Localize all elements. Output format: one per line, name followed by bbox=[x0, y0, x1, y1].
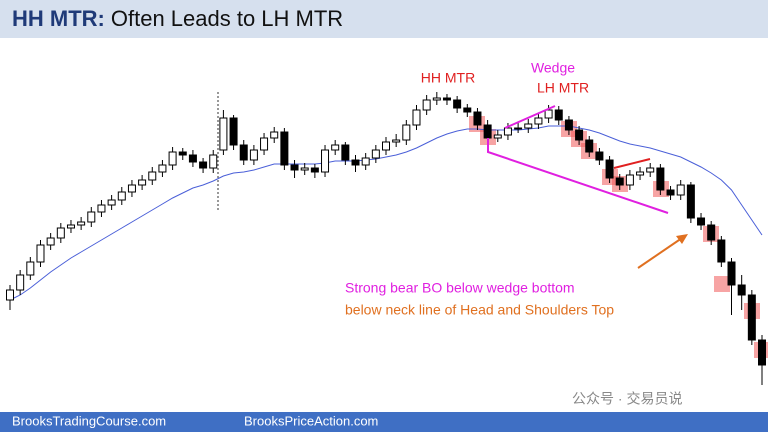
candle-body bbox=[239, 144, 248, 161]
candle-body bbox=[727, 261, 736, 286]
arrow-head bbox=[676, 234, 688, 244]
candle-body bbox=[280, 131, 289, 166]
candle-body bbox=[595, 151, 604, 161]
wedge-label: Wedge bbox=[531, 60, 575, 76]
candle-body bbox=[87, 211, 96, 223]
lh-line bbox=[613, 158, 651, 169]
candle-body bbox=[717, 239, 726, 263]
candle-body bbox=[453, 99, 462, 109]
candle-body bbox=[77, 221, 86, 226]
candle-body bbox=[575, 129, 584, 141]
candle-body bbox=[219, 117, 228, 151]
candle-body bbox=[605, 159, 614, 179]
candle-body bbox=[361, 157, 370, 166]
hh-label: HH MTR bbox=[421, 70, 475, 86]
candle-body bbox=[36, 244, 45, 263]
candle-body bbox=[412, 109, 421, 126]
candle-body bbox=[178, 151, 187, 156]
candle-body bbox=[371, 149, 380, 159]
candle-body bbox=[97, 204, 106, 213]
candle-body bbox=[66, 224, 75, 229]
candle-body bbox=[636, 171, 645, 176]
watermark: 公众号 · 交易员说 bbox=[572, 391, 682, 407]
candle-body bbox=[402, 124, 411, 141]
candle-body bbox=[747, 294, 756, 341]
lh-label: LH MTR bbox=[537, 80, 589, 96]
candle-body bbox=[422, 99, 431, 111]
candle-body bbox=[351, 159, 360, 166]
candle-body bbox=[676, 184, 685, 196]
candle-body bbox=[615, 177, 624, 186]
candle-body bbox=[249, 149, 258, 161]
candle-body bbox=[544, 109, 553, 119]
highlights bbox=[469, 116, 768, 358]
candle-body bbox=[432, 97, 441, 101]
candle-body bbox=[707, 224, 716, 241]
candle-body bbox=[188, 154, 197, 163]
candle-body bbox=[321, 149, 330, 173]
candle-body bbox=[158, 164, 167, 173]
candle-body bbox=[127, 184, 136, 193]
candle-body bbox=[168, 151, 177, 166]
candle-body bbox=[117, 191, 126, 201]
footer-left: BrooksTradingCourse.com bbox=[12, 413, 166, 428]
candle-body bbox=[229, 117, 238, 146]
title: HH MTR: Often Leads to LH MTR bbox=[12, 6, 343, 31]
moving-average bbox=[9, 125, 763, 301]
candle-body bbox=[524, 123, 533, 129]
wedge-top bbox=[504, 105, 556, 129]
candle-body bbox=[686, 184, 695, 219]
candle-body bbox=[107, 199, 116, 206]
candle-body bbox=[148, 171, 157, 181]
neckline-label: below neck line of Head and Shoulders To… bbox=[345, 302, 614, 318]
candle-body bbox=[300, 167, 309, 171]
candle-body bbox=[392, 139, 401, 143]
candle-body bbox=[656, 167, 665, 191]
title-lead: HH MTR: bbox=[12, 6, 105, 31]
candle-body bbox=[564, 119, 573, 131]
title-bar bbox=[0, 0, 768, 38]
candle-body bbox=[310, 167, 319, 173]
wedge-bottom bbox=[487, 138, 669, 214]
candle-body bbox=[554, 109, 563, 121]
candle-body bbox=[290, 164, 299, 171]
candle-body bbox=[209, 154, 218, 169]
candle-body bbox=[737, 284, 746, 296]
candle-body bbox=[483, 124, 492, 139]
candle-body bbox=[534, 117, 543, 125]
candle-body bbox=[260, 137, 269, 151]
breakout-label: Strong bear BO below wedge bottom bbox=[345, 280, 575, 296]
candle-body bbox=[199, 161, 208, 169]
candle-body bbox=[646, 167, 655, 173]
footer-bar bbox=[0, 412, 768, 432]
candle-body bbox=[625, 174, 634, 186]
candle-body bbox=[473, 111, 482, 126]
arrow bbox=[637, 237, 683, 269]
candle-body bbox=[26, 261, 35, 276]
candle-body bbox=[503, 127, 512, 136]
candle-body bbox=[585, 139, 594, 153]
candle-body bbox=[514, 127, 523, 130]
candle-body bbox=[46, 237, 55, 246]
footer-right: BrooksPriceAction.com bbox=[244, 413, 378, 428]
candle-body bbox=[56, 227, 65, 239]
candle-body bbox=[697, 217, 706, 226]
candle-body bbox=[270, 131, 279, 139]
candle-body bbox=[6, 289, 14, 301]
candle-body bbox=[463, 107, 472, 113]
candle-body bbox=[758, 339, 766, 366]
candle-body bbox=[331, 144, 340, 151]
candle-body bbox=[666, 189, 675, 196]
candle-body bbox=[493, 134, 502, 139]
candle-body bbox=[382, 141, 390, 151]
plot bbox=[6, 92, 766, 385]
candle-body bbox=[442, 97, 451, 101]
highlight bbox=[714, 276, 730, 292]
title-rest: Often Leads to LH MTR bbox=[111, 6, 343, 31]
candle-body bbox=[341, 144, 350, 161]
candle-body bbox=[16, 274, 25, 291]
candle-body bbox=[138, 179, 147, 186]
